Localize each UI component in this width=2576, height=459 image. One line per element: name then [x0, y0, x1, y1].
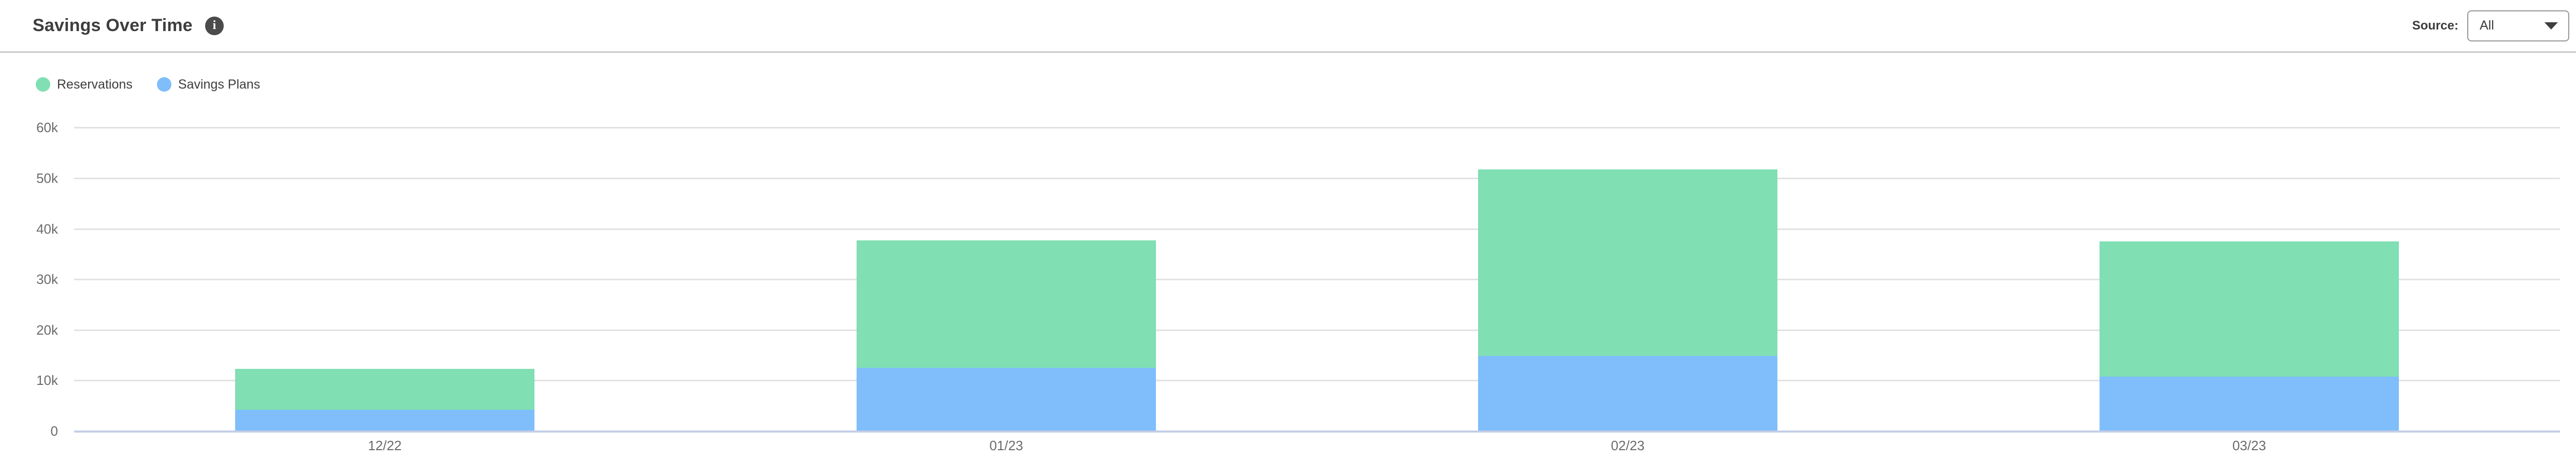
- bar-segment-savings-plans-03-23[interactable]: [2100, 376, 2399, 431]
- page-title: Savings Over Time: [33, 16, 193, 35]
- bar-segment-reservations-03-23[interactable]: [2100, 241, 2399, 377]
- legend-label: Savings Plans: [178, 77, 261, 92]
- bar-segment-savings-plans-02-23[interactable]: [1478, 355, 1777, 431]
- y-axis-tick-label: 30k: [36, 271, 58, 288]
- source-dropdown[interactable]: All: [2467, 10, 2569, 41]
- x-axis-line: [74, 431, 2560, 433]
- y-axis-tick-label: 50k: [36, 170, 58, 186]
- y-axis-tick-label: 0: [50, 423, 58, 439]
- title-wrap: Savings Over Time i: [33, 0, 224, 51]
- bar-segment-reservations-12-22[interactable]: [235, 368, 534, 410]
- x-axis-tick-label: 01/23: [989, 438, 1023, 453]
- info-icon[interactable]: i: [205, 16, 224, 35]
- legend-item-savings-plans[interactable]: Savings Plans: [156, 77, 261, 92]
- legend: Reservations Savings Plans: [36, 77, 260, 92]
- legend-label: Reservations: [57, 77, 133, 92]
- source-control: Source: All: [2412, 0, 2569, 51]
- chevron-down-icon: [2544, 22, 2558, 30]
- y-axis-tick-label: 20k: [36, 322, 58, 338]
- legend-dot-icon: [156, 77, 171, 92]
- y-axis-tick-label: 60k: [36, 120, 58, 136]
- y-axis-tick-label: 40k: [36, 221, 58, 237]
- x-axis-tick-label: 02/23: [1611, 438, 1645, 453]
- gridline: [74, 380, 2560, 382]
- bar-segment-reservations-02-23[interactable]: [1478, 169, 1777, 356]
- legend-item-reservations[interactable]: Reservations: [36, 77, 133, 92]
- gridline: [74, 279, 2560, 281]
- source-label: Source:: [2412, 18, 2458, 33]
- source-dropdown-value: All: [2480, 18, 2494, 33]
- x-axis-tick-label: 03/23: [2232, 438, 2266, 453]
- x-axis-tick-label: 12/22: [368, 438, 402, 453]
- gridline: [74, 329, 2560, 331]
- gridline: [74, 178, 2560, 179]
- legend-dot-icon: [36, 77, 50, 92]
- panel-header: Savings Over Time i Source: All: [0, 0, 2576, 53]
- gridline: [74, 127, 2560, 129]
- bar-segment-savings-plans-12-22[interactable]: [235, 410, 534, 431]
- gridline: [74, 228, 2560, 230]
- bar-segment-savings-plans-01-23[interactable]: [857, 368, 1156, 431]
- y-axis-tick-label: 10k: [36, 372, 58, 389]
- bar-segment-reservations-01-23[interactable]: [857, 240, 1156, 368]
